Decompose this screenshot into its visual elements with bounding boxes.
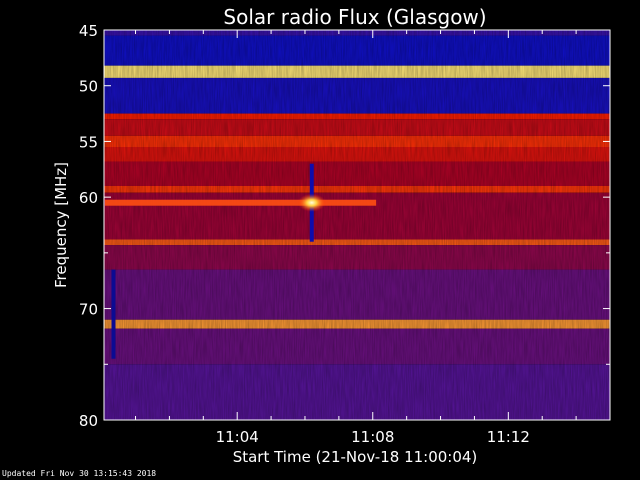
vertical-streak xyxy=(111,269,116,359)
spectrogram-noise xyxy=(104,30,610,420)
burst-band xyxy=(105,199,377,206)
x-axis-label: Start Time (21-Nov-18 11:00:04) xyxy=(233,448,478,466)
y-tick-label: 45 xyxy=(79,22,98,40)
x-tick-label: 11:12 xyxy=(487,428,530,446)
radio-burst xyxy=(297,193,326,212)
y-axis: 45 50 55 60 70 80 xyxy=(79,22,610,430)
y-axis-label: Frequency [MHz] xyxy=(52,162,70,288)
chart-title: Solar radio Flux (Glasgow) xyxy=(223,5,486,29)
y-tick-label: 80 xyxy=(79,412,98,430)
updated-timestamp: Updated Fri Nov 30 13:15:43 2018 xyxy=(2,469,157,478)
plot-area xyxy=(103,29,611,421)
y-tick-label: 60 xyxy=(79,189,98,207)
x-tick-label: 11:04 xyxy=(216,428,259,446)
y-tick-label: 70 xyxy=(79,301,98,319)
y-tick-label: 55 xyxy=(79,133,98,151)
plot-frame xyxy=(103,29,611,421)
y-tick-label: 50 xyxy=(79,78,98,96)
x-tick-label: 11:08 xyxy=(351,428,394,446)
x-axis: 11:04 11:08 11:12 xyxy=(135,30,577,446)
